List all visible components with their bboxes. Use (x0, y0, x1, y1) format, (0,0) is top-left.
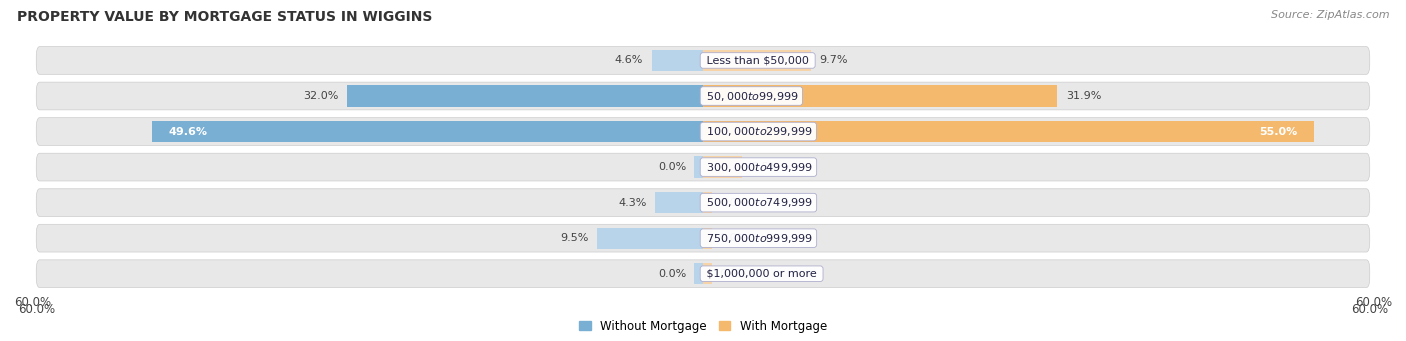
Bar (347, 85, 703, 107)
Bar (703, 263, 711, 284)
FancyBboxPatch shape (37, 47, 1369, 74)
Bar (655, 192, 703, 213)
Text: $500,000 to $749,999: $500,000 to $749,999 (703, 196, 814, 209)
Text: 0.0%: 0.0% (720, 269, 748, 279)
FancyBboxPatch shape (37, 224, 1369, 252)
FancyBboxPatch shape (37, 153, 1369, 181)
Bar (703, 157, 742, 178)
Text: 55.0%: 55.0% (1260, 127, 1298, 136)
FancyBboxPatch shape (37, 189, 1369, 217)
Bar (598, 227, 703, 249)
Bar (152, 121, 703, 142)
Text: $100,000 to $299,999: $100,000 to $299,999 (703, 125, 814, 138)
Text: Source: ZipAtlas.com: Source: ZipAtlas.com (1271, 10, 1389, 20)
Text: 4.6%: 4.6% (614, 56, 643, 65)
Bar (652, 50, 703, 71)
FancyBboxPatch shape (37, 260, 1369, 287)
Text: 0.0%: 0.0% (658, 162, 686, 172)
Text: $1,000,000 or more: $1,000,000 or more (703, 269, 820, 279)
FancyBboxPatch shape (37, 82, 1369, 110)
Text: 31.9%: 31.9% (1066, 91, 1102, 101)
Text: $50,000 to $99,999: $50,000 to $99,999 (703, 89, 800, 103)
Bar (695, 157, 703, 178)
Text: 0.0%: 0.0% (720, 198, 748, 208)
Bar (703, 85, 1057, 107)
Text: 32.0%: 32.0% (304, 91, 339, 101)
Bar (703, 121, 1315, 142)
Bar (703, 227, 711, 249)
Text: 0.0%: 0.0% (720, 233, 748, 243)
Text: 9.7%: 9.7% (820, 56, 848, 65)
Bar (703, 192, 711, 213)
Text: $750,000 to $999,999: $750,000 to $999,999 (703, 232, 814, 245)
Bar (695, 263, 703, 284)
Text: 3.5%: 3.5% (751, 162, 779, 172)
Text: 9.5%: 9.5% (560, 233, 589, 243)
Text: PROPERTY VALUE BY MORTGAGE STATUS IN WIGGINS: PROPERTY VALUE BY MORTGAGE STATUS IN WIG… (17, 10, 432, 24)
Text: 60.0%: 60.0% (1355, 296, 1392, 309)
Legend: Without Mortgage, With Mortgage: Without Mortgage, With Mortgage (579, 320, 827, 333)
Text: $300,000 to $499,999: $300,000 to $499,999 (703, 161, 814, 174)
Text: 49.6%: 49.6% (169, 127, 208, 136)
Bar (703, 50, 811, 71)
Text: 4.3%: 4.3% (619, 198, 647, 208)
Text: Less than $50,000: Less than $50,000 (703, 56, 813, 65)
Text: 0.0%: 0.0% (658, 269, 686, 279)
Text: 60.0%: 60.0% (14, 296, 51, 309)
FancyBboxPatch shape (37, 118, 1369, 145)
